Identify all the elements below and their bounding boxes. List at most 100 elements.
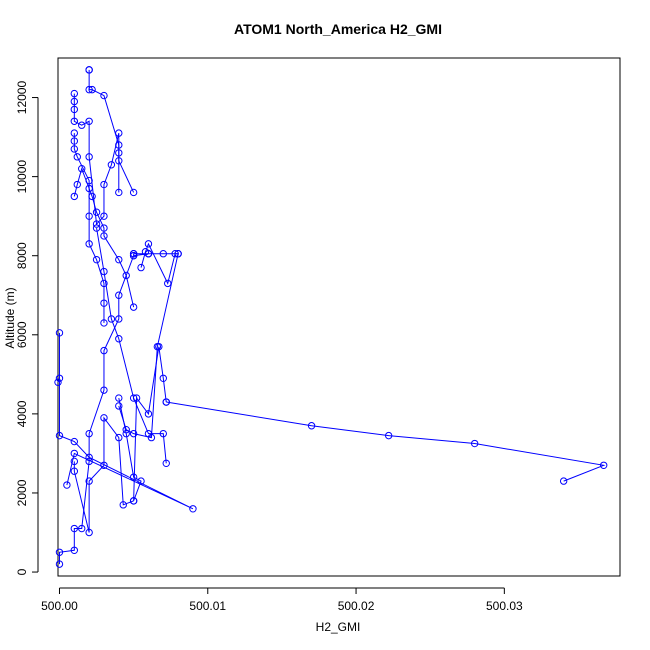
data-point bbox=[70, 449, 79, 458]
data-point bbox=[54, 378, 62, 386]
data-point bbox=[100, 279, 108, 288]
data-point bbox=[85, 66, 93, 74]
data-point bbox=[171, 250, 179, 258]
data-point bbox=[115, 335, 123, 343]
data-point bbox=[137, 263, 145, 272]
series-line bbox=[57, 332, 194, 510]
series-line bbox=[73, 93, 135, 226]
data-point bbox=[115, 141, 123, 149]
data-point bbox=[159, 374, 167, 382]
data-point bbox=[107, 315, 116, 323]
data-point bbox=[129, 497, 138, 505]
data-point bbox=[55, 329, 64, 337]
data-point bbox=[100, 212, 108, 220]
data-point bbox=[73, 153, 81, 161]
y-tick-label: 0 bbox=[15, 568, 29, 575]
data-point bbox=[85, 184, 93, 193]
y-tick-label: 12000 bbox=[15, 81, 29, 115]
data-series bbox=[70, 414, 138, 537]
data-point bbox=[70, 192, 79, 201]
data-point bbox=[70, 97, 79, 106]
data-point bbox=[92, 255, 101, 264]
series-line bbox=[88, 69, 120, 193]
data-series bbox=[70, 165, 138, 311]
data-point bbox=[92, 208, 101, 216]
data-point bbox=[100, 386, 108, 394]
data-point bbox=[78, 121, 86, 129]
x-axis-label: H2_GMI bbox=[316, 620, 361, 634]
data-point bbox=[141, 248, 150, 256]
data-point bbox=[70, 457, 79, 466]
data-point bbox=[174, 250, 182, 258]
series-layer bbox=[54, 66, 608, 568]
data-point bbox=[162, 398, 170, 406]
data-point bbox=[115, 149, 123, 157]
data-point bbox=[144, 429, 153, 438]
data-series bbox=[54, 329, 197, 513]
data-series bbox=[55, 250, 182, 568]
y-tick-label: 2000 bbox=[15, 479, 29, 506]
data-point bbox=[115, 188, 123, 197]
data-point bbox=[599, 461, 608, 469]
data-series bbox=[85, 66, 123, 197]
data-point bbox=[144, 410, 153, 418]
data-point bbox=[100, 232, 108, 240]
data-point bbox=[70, 129, 79, 137]
series-line bbox=[118, 346, 167, 502]
data-point bbox=[100, 346, 108, 355]
data-point bbox=[122, 271, 130, 280]
data-point bbox=[100, 180, 108, 189]
data-point bbox=[189, 505, 197, 513]
data-series bbox=[115, 342, 170, 505]
data-point bbox=[55, 548, 64, 556]
data-point bbox=[85, 453, 93, 462]
data-point bbox=[129, 252, 138, 260]
series-line bbox=[166, 401, 606, 482]
data-point bbox=[70, 467, 79, 475]
data-point bbox=[159, 250, 167, 258]
data-point bbox=[129, 394, 138, 402]
data-point bbox=[129, 473, 138, 481]
data-point bbox=[122, 429, 130, 438]
y-tick-label: 8000 bbox=[15, 242, 29, 269]
data-point bbox=[129, 188, 138, 197]
data-point bbox=[122, 425, 130, 434]
data-point bbox=[88, 192, 96, 201]
data-point bbox=[107, 161, 116, 169]
data-point bbox=[78, 524, 86, 533]
series-line bbox=[96, 227, 167, 464]
chart-title: ATOM1 North_America H2_GMI bbox=[234, 21, 442, 37]
data-point bbox=[73, 180, 81, 189]
x-tick-label: 500.00 bbox=[41, 599, 78, 613]
data-point bbox=[100, 414, 108, 422]
y-axis: 0 2000 4000 6000 8000 10000 12000 bbox=[15, 81, 39, 575]
data-point bbox=[70, 145, 79, 153]
data-point bbox=[100, 319, 108, 327]
data-point bbox=[384, 431, 393, 440]
data-point bbox=[92, 220, 101, 228]
data-point bbox=[55, 560, 64, 568]
data-point bbox=[85, 85, 93, 94]
data-point bbox=[85, 528, 93, 537]
data-point bbox=[55, 431, 64, 440]
data-point bbox=[55, 374, 64, 382]
data-point bbox=[153, 342, 162, 351]
data-point bbox=[63, 481, 71, 489]
data-point bbox=[85, 117, 93, 125]
series-line bbox=[73, 167, 135, 308]
data-point bbox=[115, 402, 123, 410]
series-line bbox=[73, 416, 134, 533]
data-point bbox=[129, 429, 138, 438]
data-point bbox=[559, 477, 568, 485]
data-point bbox=[85, 240, 93, 248]
data-point bbox=[70, 437, 79, 446]
data-series bbox=[92, 224, 170, 468]
data-point bbox=[144, 240, 153, 248]
data-point bbox=[70, 524, 79, 533]
data-point bbox=[129, 250, 138, 258]
y-tick-label: 4000 bbox=[15, 400, 29, 427]
data-point bbox=[78, 165, 86, 173]
data-point bbox=[115, 394, 123, 402]
data-point bbox=[85, 153, 93, 161]
